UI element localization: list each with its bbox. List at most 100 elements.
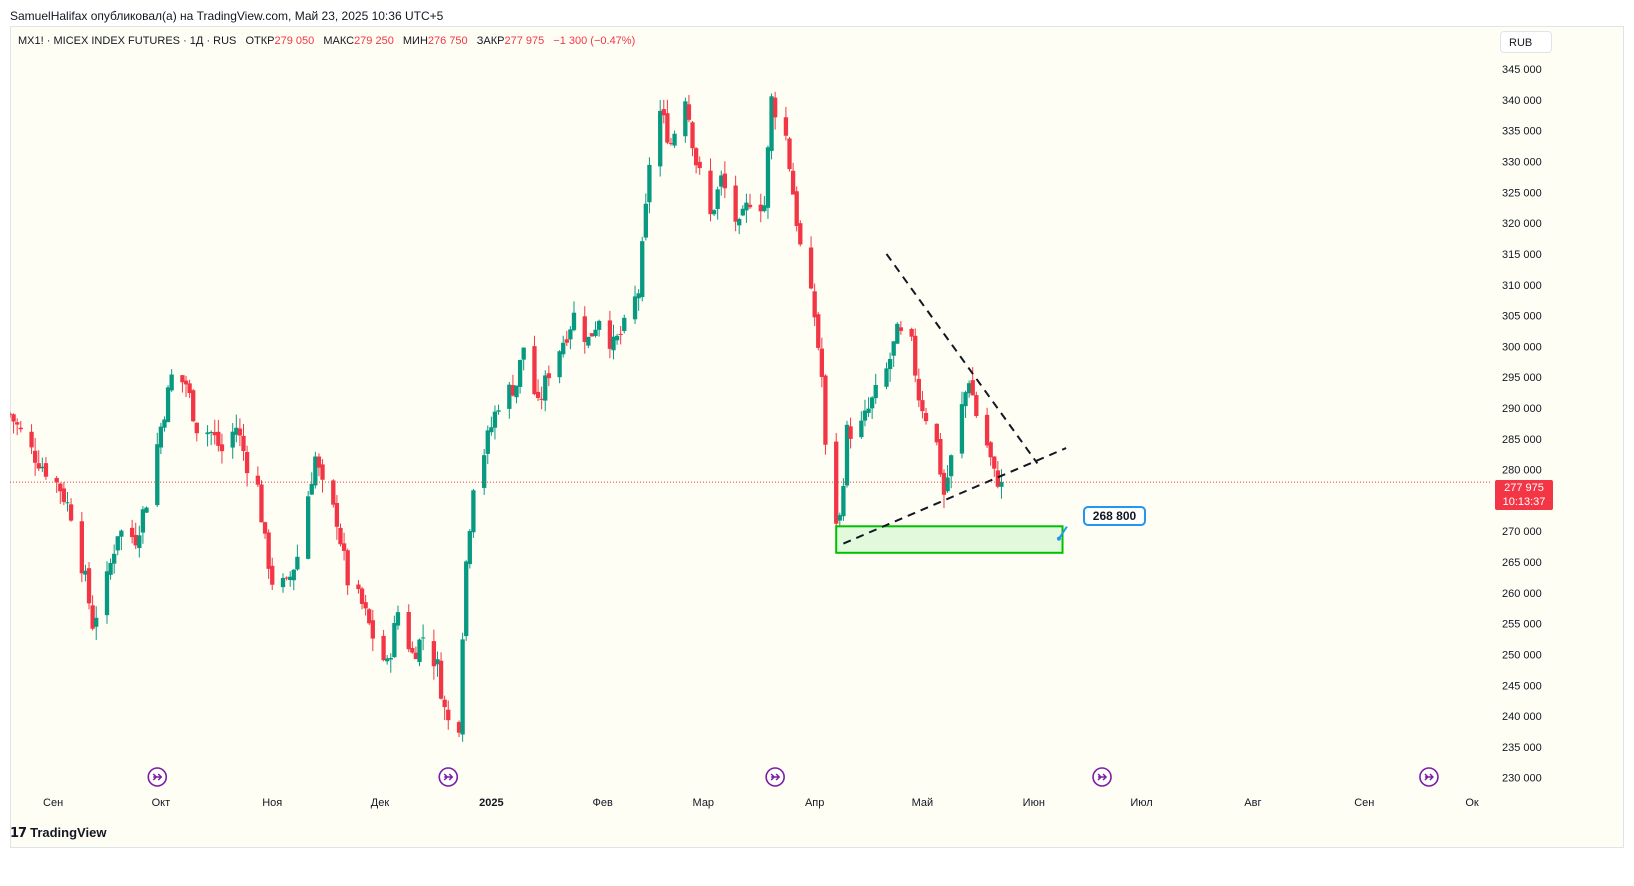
candle-body bbox=[758, 204, 763, 212]
candle-body bbox=[438, 660, 444, 699]
candle-body bbox=[808, 247, 814, 289]
candle-body bbox=[923, 413, 929, 422]
candle-body bbox=[338, 527, 343, 545]
x-tick-label: Фев bbox=[593, 797, 613, 809]
target-point[interactable] bbox=[1056, 536, 1061, 541]
legend-close-value: 277 975 bbox=[504, 35, 545, 47]
y-tick-label: 290 000 bbox=[1502, 403, 1542, 415]
candle-body bbox=[514, 385, 519, 398]
currency-button[interactable]: RUB bbox=[1500, 31, 1552, 53]
x-tick-label: 2025 bbox=[479, 797, 503, 809]
candle-body bbox=[866, 408, 871, 413]
candle-body bbox=[593, 329, 598, 336]
candle-body bbox=[557, 351, 562, 378]
candle-body bbox=[104, 571, 110, 616]
candle-body bbox=[848, 426, 853, 439]
candle-body bbox=[334, 503, 340, 527]
candle-body bbox=[244, 452, 250, 474]
candle-body bbox=[255, 475, 261, 485]
candle-body bbox=[823, 375, 828, 445]
candle-body bbox=[234, 427, 239, 435]
candle-body bbox=[410, 648, 415, 653]
candle-body bbox=[417, 639, 422, 663]
candle-body bbox=[219, 444, 225, 452]
candle-body bbox=[413, 652, 419, 660]
candle-body bbox=[36, 463, 41, 469]
candle-body bbox=[162, 419, 167, 428]
candle-body bbox=[370, 620, 375, 639]
candle-body bbox=[15, 422, 20, 425]
candle-body bbox=[622, 317, 627, 332]
candle-body bbox=[693, 148, 699, 166]
candle-body bbox=[431, 641, 437, 667]
x-tick-label: Июл bbox=[1130, 797, 1152, 809]
candle-body bbox=[873, 384, 878, 399]
candle-body bbox=[65, 502, 70, 504]
candle-body bbox=[158, 426, 164, 448]
y-tick-label: 230 000 bbox=[1502, 773, 1542, 785]
candle-body bbox=[144, 507, 149, 513]
bar-countdown: 10:13:37 bbox=[1502, 496, 1546, 508]
candle-body bbox=[959, 404, 965, 454]
candle-body bbox=[884, 368, 889, 387]
candle-body bbox=[999, 482, 1004, 487]
legend-low-label: МИН bbox=[402, 35, 428, 47]
candle-body bbox=[183, 380, 189, 385]
candle-body bbox=[241, 435, 246, 452]
candle-body bbox=[711, 210, 717, 215]
y-tick-label: 320 000 bbox=[1502, 218, 1542, 230]
candle-body bbox=[765, 147, 771, 208]
candle-body bbox=[86, 568, 92, 604]
resistance-trendline[interactable] bbox=[885, 253, 1039, 465]
legend-open-label: ОТКР bbox=[245, 35, 275, 47]
x-tick-label: Ок bbox=[1465, 797, 1479, 809]
demand-zone-rectangle[interactable] bbox=[835, 525, 1064, 554]
x-tick-label: Сен bbox=[1354, 797, 1374, 809]
candle-body bbox=[913, 335, 918, 376]
candle-body bbox=[367, 609, 372, 624]
candle-body bbox=[406, 611, 411, 650]
candle-body bbox=[119, 530, 124, 537]
candle-body bbox=[568, 329, 573, 340]
candle-body bbox=[970, 380, 975, 396]
support-trendline[interactable] bbox=[843, 447, 1067, 545]
candle-body bbox=[561, 342, 566, 355]
y-tick-label: 345 000 bbox=[1502, 64, 1542, 76]
candle-body bbox=[165, 387, 171, 423]
candle-body bbox=[672, 133, 677, 146]
candle-body bbox=[94, 617, 99, 627]
candle-body bbox=[133, 534, 138, 546]
candle-body bbox=[783, 117, 789, 136]
candle-body bbox=[32, 450, 38, 463]
target-price-label[interactable]: 268 800 bbox=[1083, 506, 1146, 526]
candle-body bbox=[194, 422, 199, 434]
y-tick-label: 305 000 bbox=[1502, 311, 1542, 323]
candle-body bbox=[58, 483, 63, 492]
candle-body bbox=[284, 577, 289, 579]
candle-body bbox=[482, 455, 487, 488]
candle-body bbox=[708, 170, 713, 215]
legend-symbol[interactable]: MX1! bbox=[18, 35, 44, 47]
candle-body bbox=[496, 410, 501, 412]
candle-body bbox=[995, 470, 1001, 487]
candle-body bbox=[471, 490, 476, 533]
x-tick-label: Ноя bbox=[262, 797, 282, 809]
candle-body bbox=[11, 414, 16, 422]
candle-body bbox=[209, 432, 214, 434]
candle-body bbox=[492, 411, 498, 428]
candle-body bbox=[647, 164, 652, 203]
candle-body bbox=[456, 722, 462, 733]
legend-open-value: 279 050 bbox=[274, 35, 315, 47]
candle-body bbox=[510, 385, 516, 396]
candle-body bbox=[270, 565, 275, 585]
candle-body bbox=[697, 161, 702, 169]
candle-body bbox=[68, 504, 74, 521]
y-tick-label: 255 000 bbox=[1502, 619, 1542, 631]
legend-interval[interactable]: 1Д bbox=[189, 35, 204, 47]
candle-body bbox=[772, 97, 778, 118]
candle-body bbox=[507, 384, 512, 409]
last-price-value: 277 975 bbox=[1504, 482, 1544, 494]
candle-body bbox=[916, 378, 921, 401]
candle-body bbox=[295, 556, 300, 570]
